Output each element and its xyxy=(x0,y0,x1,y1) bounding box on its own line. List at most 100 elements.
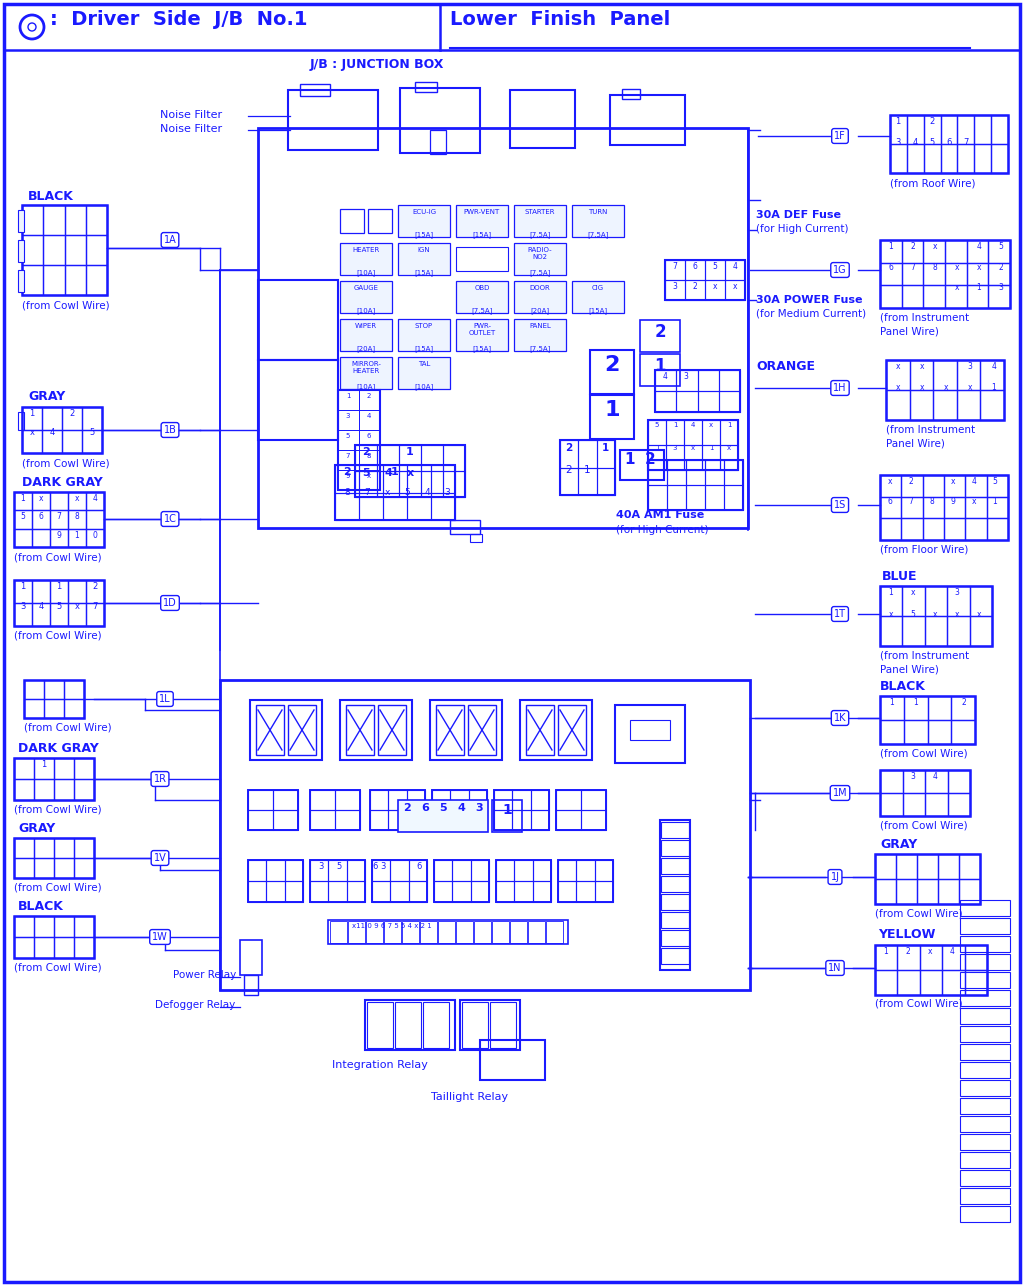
Bar xyxy=(65,265,86,294)
Text: 1: 1 xyxy=(391,467,399,477)
Text: DOOR: DOOR xyxy=(529,285,550,291)
Bar xyxy=(68,493,86,511)
Bar xyxy=(961,1044,1010,1060)
Bar xyxy=(273,790,298,810)
Bar xyxy=(496,860,551,901)
Bar xyxy=(14,603,32,626)
Bar xyxy=(423,1002,449,1048)
Bar xyxy=(890,114,1008,174)
Bar xyxy=(874,945,987,995)
Bar xyxy=(377,471,399,496)
Text: 8: 8 xyxy=(933,264,937,273)
Text: (from Cowl Wire): (from Cowl Wire) xyxy=(880,820,968,829)
Bar xyxy=(532,860,551,881)
Bar xyxy=(24,700,44,718)
Bar xyxy=(44,700,63,718)
Bar xyxy=(896,854,918,880)
Bar xyxy=(928,720,951,745)
Bar xyxy=(407,790,425,810)
Text: 1L: 1L xyxy=(159,694,171,703)
Bar xyxy=(438,921,455,943)
Bar xyxy=(54,757,74,779)
Bar xyxy=(702,421,720,445)
Text: x: x xyxy=(933,242,937,251)
Bar xyxy=(880,496,901,518)
Bar xyxy=(874,854,896,880)
Bar xyxy=(662,858,689,874)
Bar xyxy=(966,518,987,540)
Text: 6: 6 xyxy=(421,802,429,813)
Bar xyxy=(359,466,383,493)
Bar xyxy=(372,860,427,901)
Bar xyxy=(880,240,1010,309)
Text: x: x xyxy=(896,383,900,392)
Bar xyxy=(82,406,102,430)
Bar xyxy=(340,243,392,275)
Text: 1: 1 xyxy=(346,394,350,399)
Text: x: x xyxy=(889,610,893,619)
Bar xyxy=(32,493,50,511)
Bar xyxy=(961,990,1010,1006)
Bar xyxy=(961,1080,1010,1096)
Bar xyxy=(430,130,446,154)
Bar xyxy=(961,1026,1010,1042)
Bar xyxy=(705,460,724,485)
Bar xyxy=(359,390,380,410)
Bar xyxy=(956,390,980,421)
Bar xyxy=(34,937,54,958)
Bar xyxy=(902,285,924,309)
Text: [15A]: [15A] xyxy=(472,231,492,238)
Bar xyxy=(388,810,407,829)
Bar xyxy=(886,360,1004,421)
Text: 1W: 1W xyxy=(153,932,168,943)
Bar xyxy=(951,696,975,720)
Text: (from Cowl Wire): (from Cowl Wire) xyxy=(22,300,110,310)
Bar xyxy=(456,204,508,237)
Bar xyxy=(451,810,469,829)
Text: 1: 1 xyxy=(75,531,80,540)
Bar xyxy=(556,810,581,829)
Text: Panel Wire): Panel Wire) xyxy=(886,439,945,449)
Bar xyxy=(492,921,509,943)
Bar xyxy=(14,757,94,800)
Bar xyxy=(556,790,581,810)
Text: x: x xyxy=(950,477,955,486)
Bar xyxy=(42,406,62,430)
Bar xyxy=(965,970,987,995)
Text: Taillight Relay: Taillight Relay xyxy=(431,1092,509,1102)
Bar xyxy=(340,358,392,388)
Bar xyxy=(581,790,606,810)
Bar xyxy=(431,466,455,493)
Text: 1S: 1S xyxy=(834,500,846,511)
Text: 5: 5 xyxy=(713,262,718,271)
Bar xyxy=(901,496,923,518)
Bar xyxy=(451,790,469,810)
Bar xyxy=(909,390,933,421)
Text: (from Cowl Wire): (from Cowl Wire) xyxy=(14,804,101,814)
Text: [7.5A]: [7.5A] xyxy=(529,269,551,275)
Text: 8: 8 xyxy=(344,487,350,496)
Bar xyxy=(68,529,86,547)
Bar xyxy=(890,114,907,144)
Bar xyxy=(359,450,380,469)
Bar xyxy=(415,82,437,93)
Bar xyxy=(660,820,690,970)
Bar xyxy=(966,496,987,518)
Text: 2: 2 xyxy=(908,477,913,486)
Text: 4: 4 xyxy=(933,772,937,781)
Bar xyxy=(530,790,549,810)
Text: 4: 4 xyxy=(972,477,977,486)
Bar xyxy=(526,705,554,755)
Bar xyxy=(14,779,34,800)
Bar xyxy=(18,270,24,292)
Bar xyxy=(256,705,284,755)
Text: PWR-
OUTLET: PWR- OUTLET xyxy=(468,323,496,336)
Bar xyxy=(648,460,743,511)
Bar xyxy=(240,940,262,975)
Text: 1H: 1H xyxy=(834,383,847,394)
Text: 8: 8 xyxy=(930,496,934,505)
Text: 5: 5 xyxy=(404,487,410,496)
Bar xyxy=(666,421,684,445)
Text: [15A]: [15A] xyxy=(472,345,492,352)
Bar xyxy=(86,235,106,265)
